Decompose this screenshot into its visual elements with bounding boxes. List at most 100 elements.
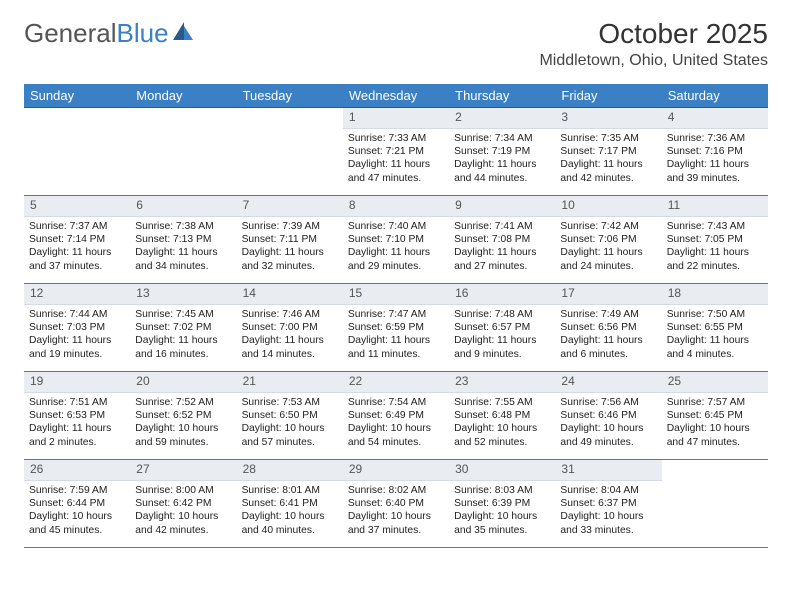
sunset-text: Sunset: 6:49 PM [348, 409, 444, 422]
calendar-cell: 8 Sunrise: 7:40 AMSunset: 7:10 PMDaylight… [343, 196, 449, 284]
calendar-cell: 18Sunrise: 7:50 AMSunset: 6:55 PMDayligh… [662, 284, 768, 372]
cell-body: Sunrise: 7:59 AMSunset: 6:44 PMDaylight:… [24, 481, 130, 541]
calendar-cell: 6Sunrise: 7:38 AMSunset: 7:13 PMDaylight… [130, 196, 236, 284]
calendar-cell: 22Sunrise: 7:54 AMSunset: 6:49 PMDayligh… [343, 372, 449, 460]
calendar-cell: 1Sunrise: 7:33 AMSunset: 7:21 PMDaylight… [343, 108, 449, 196]
day-number: 28 [237, 460, 343, 481]
cell-body: Sunrise: 7:43 AMSunset: 7:05 PMDaylight:… [662, 217, 768, 277]
calendar-row: 12Sunrise: 7:44 AMSunset: 7:03 PMDayligh… [24, 284, 768, 372]
daylight-text: Daylight: 10 hours and 42 minutes. [135, 510, 231, 537]
sunrise-text: Sunrise: 7:48 AM [454, 308, 550, 321]
calendar-row: 26Sunrise: 7:59 AMSunset: 6:44 PMDayligh… [24, 460, 768, 548]
sunset-text: Sunset: 7:16 PM [667, 145, 763, 158]
daylight-text: Daylight: 10 hours and 40 minutes. [242, 510, 338, 537]
day-number: 12 [24, 284, 130, 305]
calendar-cell: . [130, 108, 236, 196]
cell-body: Sunrise: 7:37 AMSunset: 7:14 PMDaylight:… [24, 217, 130, 277]
day-number: 13 [130, 284, 236, 305]
sunrise-text: Sunrise: 7:56 AM [560, 396, 656, 409]
sail-icon [171, 18, 195, 49]
sunrise-text: Sunrise: 8:02 AM [348, 484, 444, 497]
cell-body: Sunrise: 7:36 AMSunset: 7:16 PMDaylight:… [662, 129, 768, 189]
daylight-text: Daylight: 10 hours and 35 minutes. [454, 510, 550, 537]
cell-body: Sunrise: 7:48 AMSunset: 6:57 PMDaylight:… [449, 305, 555, 365]
daylight-text: Daylight: 10 hours and 54 minutes. [348, 422, 444, 449]
daylight-text: Daylight: 10 hours and 33 minutes. [560, 510, 656, 537]
daylight-text: Daylight: 11 hours and 29 minutes. [348, 246, 444, 273]
daylight-text: Daylight: 10 hours and 45 minutes. [29, 510, 125, 537]
sunset-text: Sunset: 7:14 PM [29, 233, 125, 246]
day-number: 24 [555, 372, 661, 393]
calendar-cell: . [24, 108, 130, 196]
weekday-row: Sunday Monday Tuesday Wednesday Thursday… [24, 84, 768, 108]
calendar-row: 19Sunrise: 7:51 AMSunset: 6:53 PMDayligh… [24, 372, 768, 460]
sunset-text: Sunset: 6:37 PM [560, 497, 656, 510]
day-number: 21 [237, 372, 343, 393]
daylight-text: Daylight: 11 hours and 14 minutes. [242, 334, 338, 361]
daylight-text: Daylight: 11 hours and 47 minutes. [348, 158, 444, 185]
day-number: 17 [555, 284, 661, 305]
daylight-text: Daylight: 11 hours and 44 minutes. [454, 158, 550, 185]
day-number: 11 [662, 196, 768, 217]
day-number: 4 [662, 108, 768, 129]
sunrise-text: Sunrise: 7:52 AM [135, 396, 231, 409]
sunrise-text: Sunrise: 7:47 AM [348, 308, 444, 321]
sunset-text: Sunset: 7:17 PM [560, 145, 656, 158]
day-number: 3 [555, 108, 661, 129]
daylight-text: Daylight: 10 hours and 47 minutes. [667, 422, 763, 449]
cell-body: Sunrise: 7:35 AMSunset: 7:17 PMDaylight:… [555, 129, 661, 189]
sunset-text: Sunset: 6:55 PM [667, 321, 763, 334]
daylight-text: Daylight: 11 hours and 27 minutes. [454, 246, 550, 273]
sunrise-text: Sunrise: 8:01 AM [242, 484, 338, 497]
sunrise-text: Sunrise: 7:42 AM [560, 220, 656, 233]
month-title: October 2025 [539, 18, 768, 50]
sunset-text: Sunset: 6:42 PM [135, 497, 231, 510]
sunrise-text: Sunrise: 7:40 AM [348, 220, 444, 233]
calendar-cell: 14Sunrise: 7:46 AMSunset: 7:00 PMDayligh… [237, 284, 343, 372]
sunset-text: Sunset: 7:11 PM [242, 233, 338, 246]
daylight-text: Daylight: 11 hours and 6 minutes. [560, 334, 656, 361]
sunrise-text: Sunrise: 7:59 AM [29, 484, 125, 497]
day-number: 9 [449, 196, 555, 217]
day-number: 20 [130, 372, 236, 393]
sunrise-text: Sunrise: 7:49 AM [560, 308, 656, 321]
cell-body: Sunrise: 8:02 AMSunset: 6:40 PMDaylight:… [343, 481, 449, 541]
daylight-text: Daylight: 11 hours and 19 minutes. [29, 334, 125, 361]
day-number: 30 [449, 460, 555, 481]
calendar-cell: 17Sunrise: 7:49 AMSunset: 6:56 PMDayligh… [555, 284, 661, 372]
cell-body: Sunrise: 7:50 AMSunset: 6:55 PMDaylight:… [662, 305, 768, 365]
calendar-cell: 31Sunrise: 8:04 AMSunset: 6:37 PMDayligh… [555, 460, 661, 548]
cell-body: Sunrise: 7:47 AMSunset: 6:59 PMDaylight:… [343, 305, 449, 365]
cell-body: Sunrise: 8:04 AMSunset: 6:37 PMDaylight:… [555, 481, 661, 541]
sunset-text: Sunset: 6:40 PM [348, 497, 444, 510]
cell-body: Sunrise: 7:38 AMSunset: 7:13 PMDaylight:… [130, 217, 236, 277]
sunset-text: Sunset: 7:10 PM [348, 233, 444, 246]
calendar-cell: 19Sunrise: 7:51 AMSunset: 6:53 PMDayligh… [24, 372, 130, 460]
calendar-cell: . [662, 460, 768, 548]
daylight-text: Daylight: 11 hours and 37 minutes. [29, 246, 125, 273]
sunset-text: Sunset: 7:05 PM [667, 233, 763, 246]
calendar-cell: 21Sunrise: 7:53 AMSunset: 6:50 PMDayligh… [237, 372, 343, 460]
cell-body: Sunrise: 7:53 AMSunset: 6:50 PMDaylight:… [237, 393, 343, 453]
calendar-cell: 10Sunrise: 7:42 AMSunset: 7:06 PMDayligh… [555, 196, 661, 284]
sunset-text: Sunset: 6:57 PM [454, 321, 550, 334]
sunset-text: Sunset: 6:41 PM [242, 497, 338, 510]
sunset-text: Sunset: 6:53 PM [29, 409, 125, 422]
calendar-cell: 24Sunrise: 7:56 AMSunset: 6:46 PMDayligh… [555, 372, 661, 460]
sunrise-text: Sunrise: 7:39 AM [242, 220, 338, 233]
calendar-cell: 5Sunrise: 7:37 AMSunset: 7:14 PMDaylight… [24, 196, 130, 284]
daylight-text: Daylight: 10 hours and 52 minutes. [454, 422, 550, 449]
sunrise-text: Sunrise: 7:53 AM [242, 396, 338, 409]
cell-body: Sunrise: 8:01 AMSunset: 6:41 PMDaylight:… [237, 481, 343, 541]
sunset-text: Sunset: 7:06 PM [560, 233, 656, 246]
daylight-text: Daylight: 11 hours and 39 minutes. [667, 158, 763, 185]
calendar-cell: . [237, 108, 343, 196]
calendar-cell: 28Sunrise: 8:01 AMSunset: 6:41 PMDayligh… [237, 460, 343, 548]
calendar-cell: 15Sunrise: 7:47 AMSunset: 6:59 PMDayligh… [343, 284, 449, 372]
sunrise-text: Sunrise: 7:43 AM [667, 220, 763, 233]
day-number: 8 [343, 196, 449, 217]
calendar-row: 5Sunrise: 7:37 AMSunset: 7:14 PMDaylight… [24, 196, 768, 284]
day-number: 16 [449, 284, 555, 305]
day-number: 7 [237, 196, 343, 217]
daylight-text: Daylight: 11 hours and 34 minutes. [135, 246, 231, 273]
